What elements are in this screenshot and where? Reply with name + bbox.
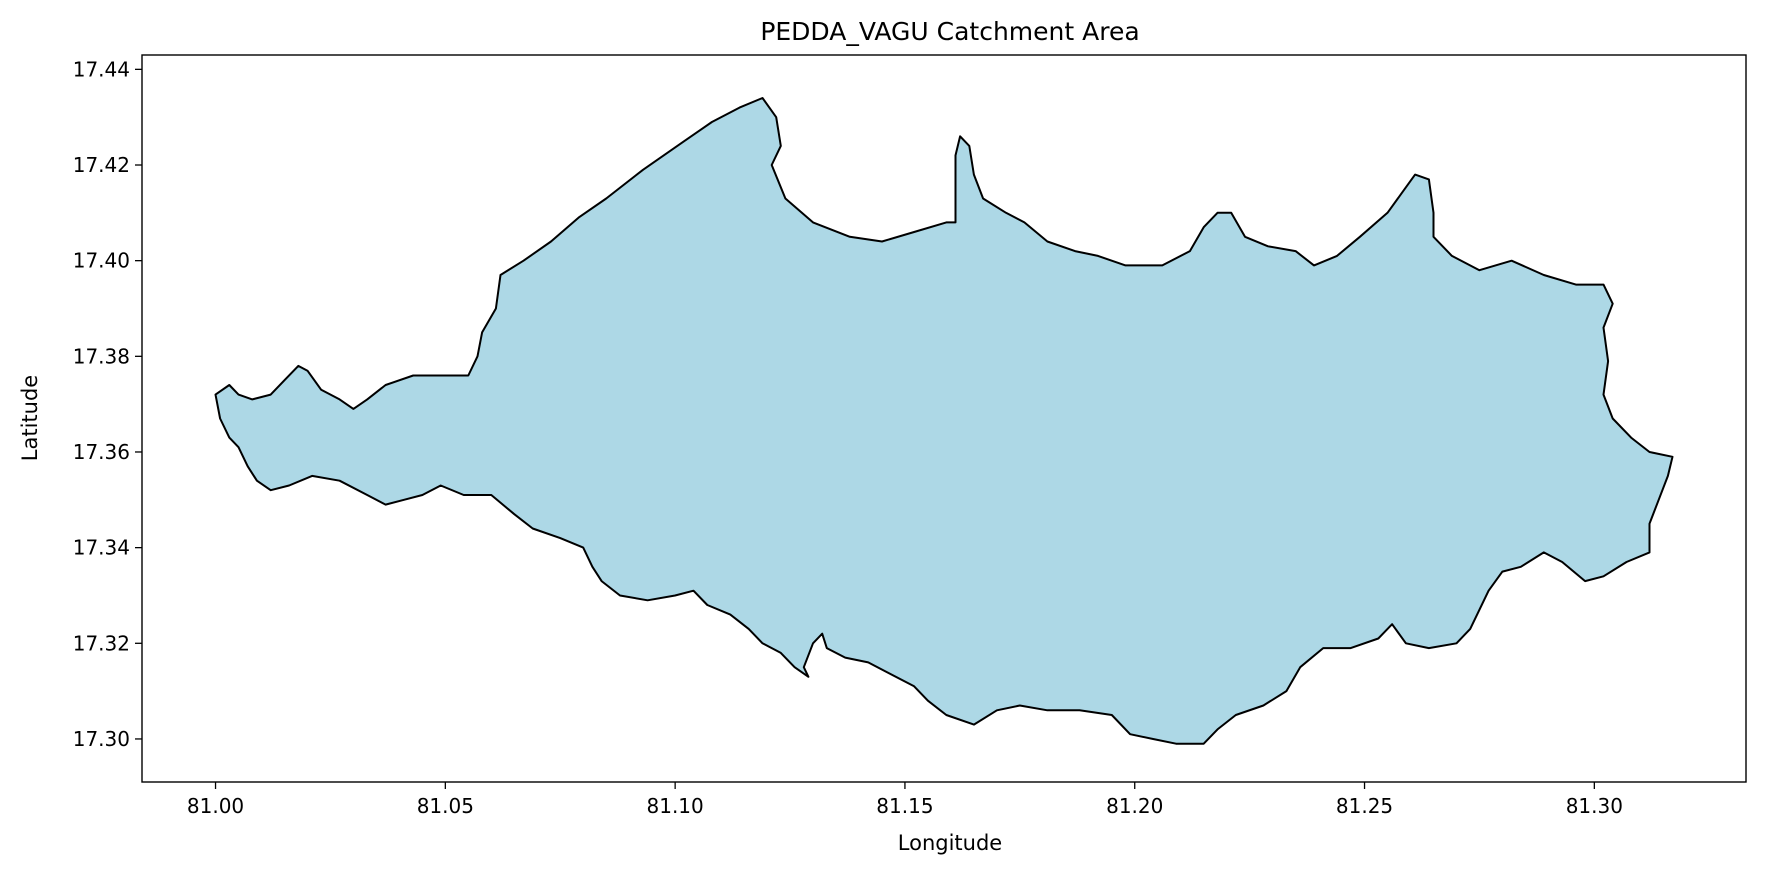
y-tick-label: 17.32 bbox=[73, 631, 130, 655]
y-tick-label: 17.38 bbox=[73, 344, 130, 368]
y-tick-label: 17.30 bbox=[73, 727, 130, 751]
y-axis: 17.30 17.32 17.34 17.36 17.38 17.40 17.42 17.44 bbox=[73, 57, 142, 751]
x-axis: 81.00 81.05 81.10 81.15 81.20 81.25 81.30 bbox=[187, 782, 1623, 818]
catchment-polygon bbox=[214, 97, 1674, 745]
x-tick-label: 81.20 bbox=[1106, 794, 1163, 818]
plot-frame bbox=[141, 54, 1747, 783]
x-axis-label: Longitude bbox=[898, 831, 1002, 855]
y-tick-label: 17.34 bbox=[73, 536, 130, 560]
y-axis-label: Latitude bbox=[18, 375, 42, 461]
y-tick-label: 17.40 bbox=[73, 249, 130, 273]
y-tick-label: 17.44 bbox=[73, 57, 130, 81]
map-title: PEDDA_VAGU Catchment Area bbox=[760, 17, 1139, 46]
x-tick-label: 81.00 bbox=[187, 794, 244, 818]
x-tick-label: 81.10 bbox=[647, 794, 704, 818]
x-tick-label: 81.30 bbox=[1566, 794, 1623, 818]
y-tick-label: 17.36 bbox=[73, 440, 130, 464]
x-tick-label: 81.25 bbox=[1336, 794, 1393, 818]
y-tick-label: 17.42 bbox=[73, 153, 130, 177]
x-tick-label: 81.05 bbox=[417, 794, 474, 818]
x-tick-label: 81.15 bbox=[876, 794, 933, 818]
